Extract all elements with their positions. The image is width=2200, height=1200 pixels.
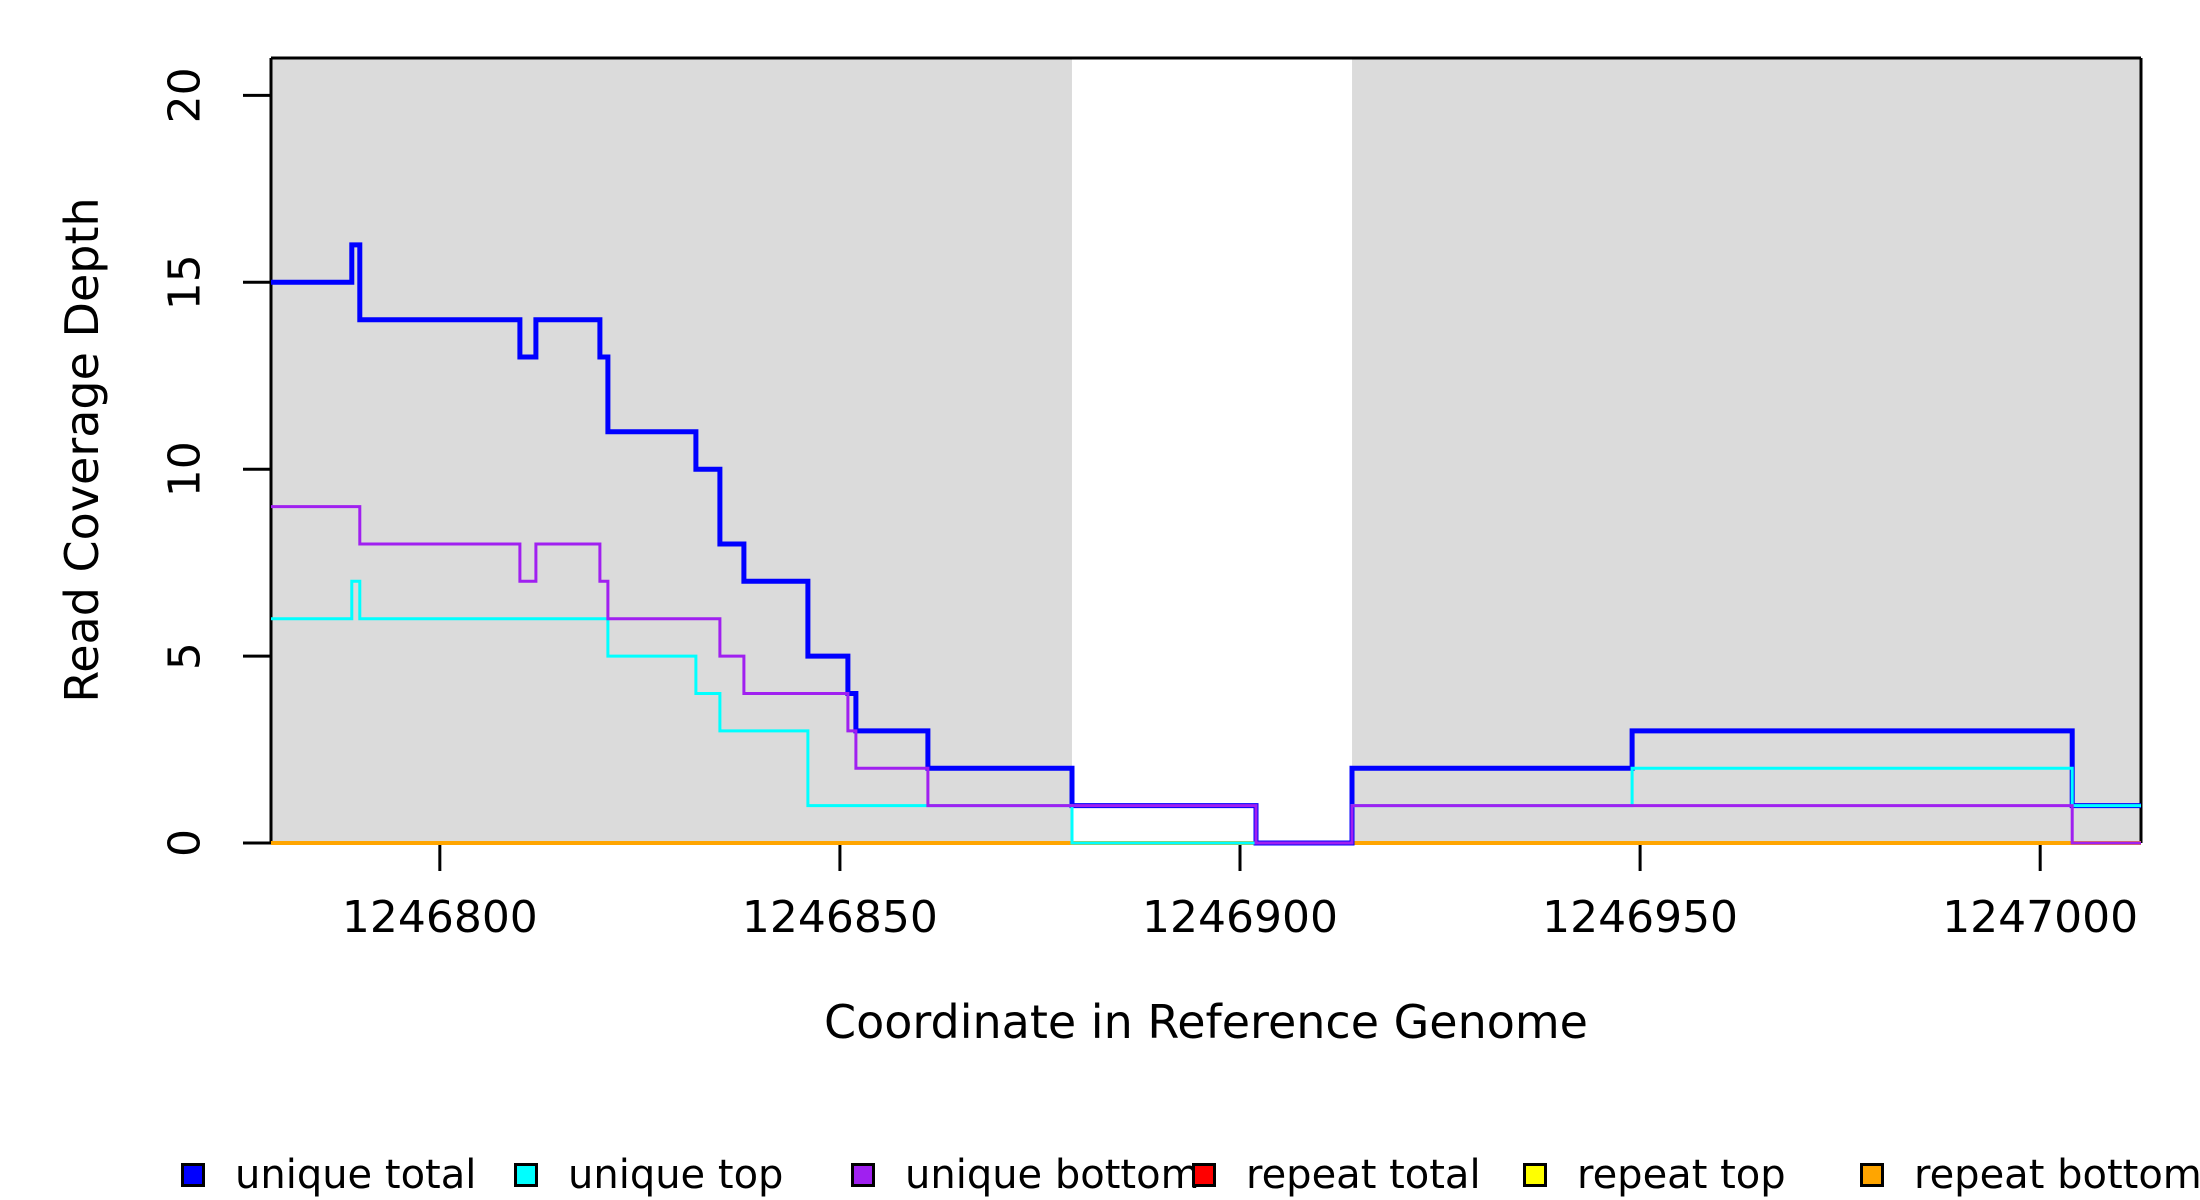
legend-item-repeat-bottom: repeat bottom: [1860, 1152, 2200, 1198]
legend-label: repeat top: [1577, 1152, 1786, 1198]
alignment-region-shade: [1352, 58, 2141, 843]
legend-item-unique-bottom: unique bottom: [851, 1152, 1200, 1198]
legend-item-unique-total: unique total: [181, 1152, 476, 1198]
legend-label: unique bottom: [905, 1152, 1200, 1198]
legend-item-repeat-total: repeat total: [1192, 1152, 1481, 1198]
y-tick-label: 0: [160, 829, 211, 857]
y-tick-label: 15: [160, 254, 211, 310]
legend-label: repeat total: [1246, 1152, 1481, 1198]
legend-label: repeat bottom: [1914, 1152, 2200, 1198]
x-tick-label: 1247000: [1942, 892, 2138, 943]
series-unique-top: [271, 579, 2141, 845]
legend-label: unique top: [568, 1152, 784, 1198]
x-tick-label: 1246950: [1542, 892, 1738, 943]
legend-swatch-icon: [1523, 1163, 1547, 1187]
y-tick-label: 20: [160, 67, 211, 123]
series-unique-bottom: [271, 505, 2141, 845]
x-axis-title: Coordinate in Reference Genome: [824, 995, 1588, 1049]
y-axis-title: Read Coverage Depth: [55, 197, 109, 703]
y-tick-label: 10: [160, 441, 211, 497]
legend-swatch-icon: [1192, 1163, 1216, 1187]
legend-swatch-icon: [514, 1163, 538, 1187]
legend-item-repeat-top: repeat top: [1523, 1152, 1786, 1198]
x-tick-label: 1246850: [742, 892, 938, 943]
x-tick-label: 1246900: [1142, 892, 1338, 943]
x-tick-label: 1246800: [342, 892, 538, 943]
legend-item-unique-top: unique top: [514, 1152, 783, 1198]
legend-swatch-icon: [851, 1163, 875, 1187]
legend-label: unique total: [235, 1152, 477, 1198]
legend-swatch-icon: [181, 1163, 205, 1187]
y-tick-label: 5: [160, 642, 211, 670]
legend-swatch-icon: [1860, 1163, 1884, 1187]
alignment-region-shade: [271, 58, 1072, 843]
